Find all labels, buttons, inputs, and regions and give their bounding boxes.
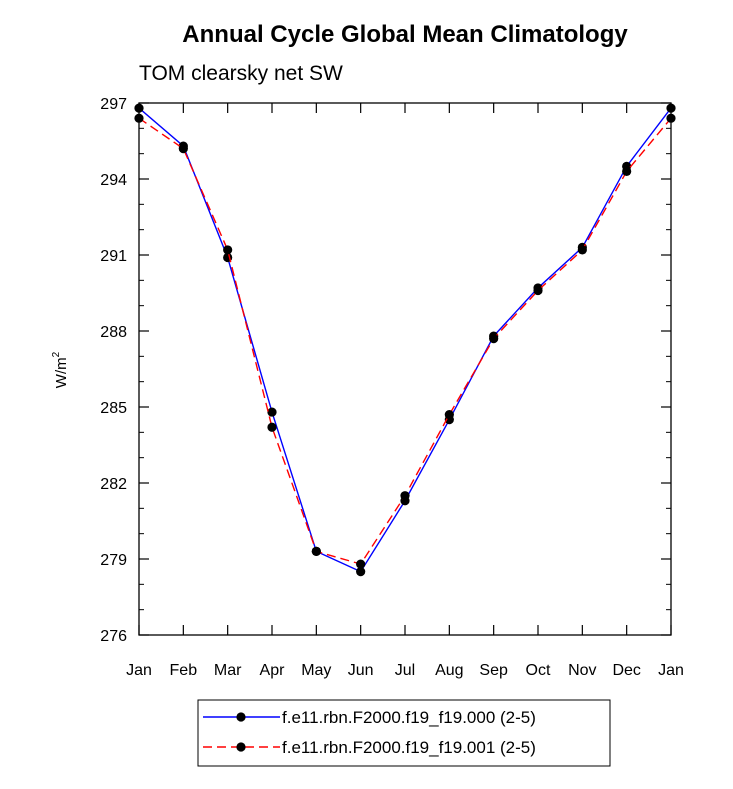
y-tick-label: 279	[100, 552, 127, 569]
y-tick-label: 285	[100, 400, 127, 417]
y-tick-label: 288	[100, 324, 127, 341]
legend-marker-1	[236, 742, 246, 752]
x-tick-label: Oct	[526, 662, 551, 679]
series-1-point	[400, 491, 410, 501]
y-tick-label: 297	[100, 96, 127, 113]
x-tick-label: Jan	[658, 662, 684, 679]
series-1-point	[577, 245, 587, 255]
chart-title: Annual Cycle Global Mean Climatology	[182, 21, 628, 48]
x-tick-label: Nov	[568, 662, 596, 679]
chart-subtitle: TOM clearsky net SW	[139, 62, 343, 85]
y-axis-label: W/m2	[51, 351, 70, 388]
series-1-point	[489, 334, 499, 344]
svg-text:W/m2: W/m2	[51, 351, 70, 388]
legend-box	[197, 699, 611, 767]
x-tick-label: Jun	[348, 662, 374, 679]
y-tick-label: 291	[100, 248, 127, 265]
x-tick-label: Jul	[395, 662, 415, 679]
x-tick-label: Sep	[479, 662, 508, 679]
x-tick-label: Jan	[126, 662, 152, 679]
series-1-point	[622, 166, 632, 176]
series-0-point	[267, 407, 277, 417]
series-1-point	[134, 113, 144, 123]
x-tick-label: Aug	[435, 662, 463, 679]
x-tick-label: May	[301, 662, 331, 679]
x-tick-label: Feb	[170, 662, 198, 679]
series-1-point	[178, 144, 188, 154]
plot-frame	[138, 102, 672, 636]
series-1-point	[311, 546, 321, 557]
x-tick-label: Apr	[260, 662, 286, 679]
legend-label-1: f.e11.rbn.F2000.f19_f19.001 (2-5)	[282, 738, 536, 757]
series-1-point	[533, 285, 543, 296]
y-tick-label: 294	[100, 172, 127, 189]
y-axis-label-text: W/m	[53, 357, 70, 388]
legend: f.e11.rbn.F2000.f19_f19.000 (2-5) f.e11.r…	[197, 699, 611, 767]
y-tick-label: 276	[100, 628, 127, 645]
legend-marker-0	[236, 712, 246, 722]
legend-label-0: f.e11.rbn.F2000.f19_f19.000 (2-5)	[282, 708, 536, 727]
series-0-point	[134, 103, 144, 113]
x-tick-label: Mar	[214, 662, 242, 679]
series-0-point	[666, 103, 676, 113]
series-1-point	[223, 245, 233, 255]
series-1-point	[666, 113, 676, 123]
plot-area: 276 279 282 285 288 291 294 297 Jan Feb Mar Apr May J…	[100, 96, 684, 679]
y-axis-label-sup: 2	[51, 351, 62, 357]
x-tick-label: Dec	[612, 662, 640, 679]
y-tick-label: 282	[100, 476, 127, 493]
series-1-point	[356, 559, 366, 569]
series-1-point	[267, 422, 277, 432]
series-0-point	[356, 567, 366, 577]
series-1-point	[444, 410, 454, 420]
